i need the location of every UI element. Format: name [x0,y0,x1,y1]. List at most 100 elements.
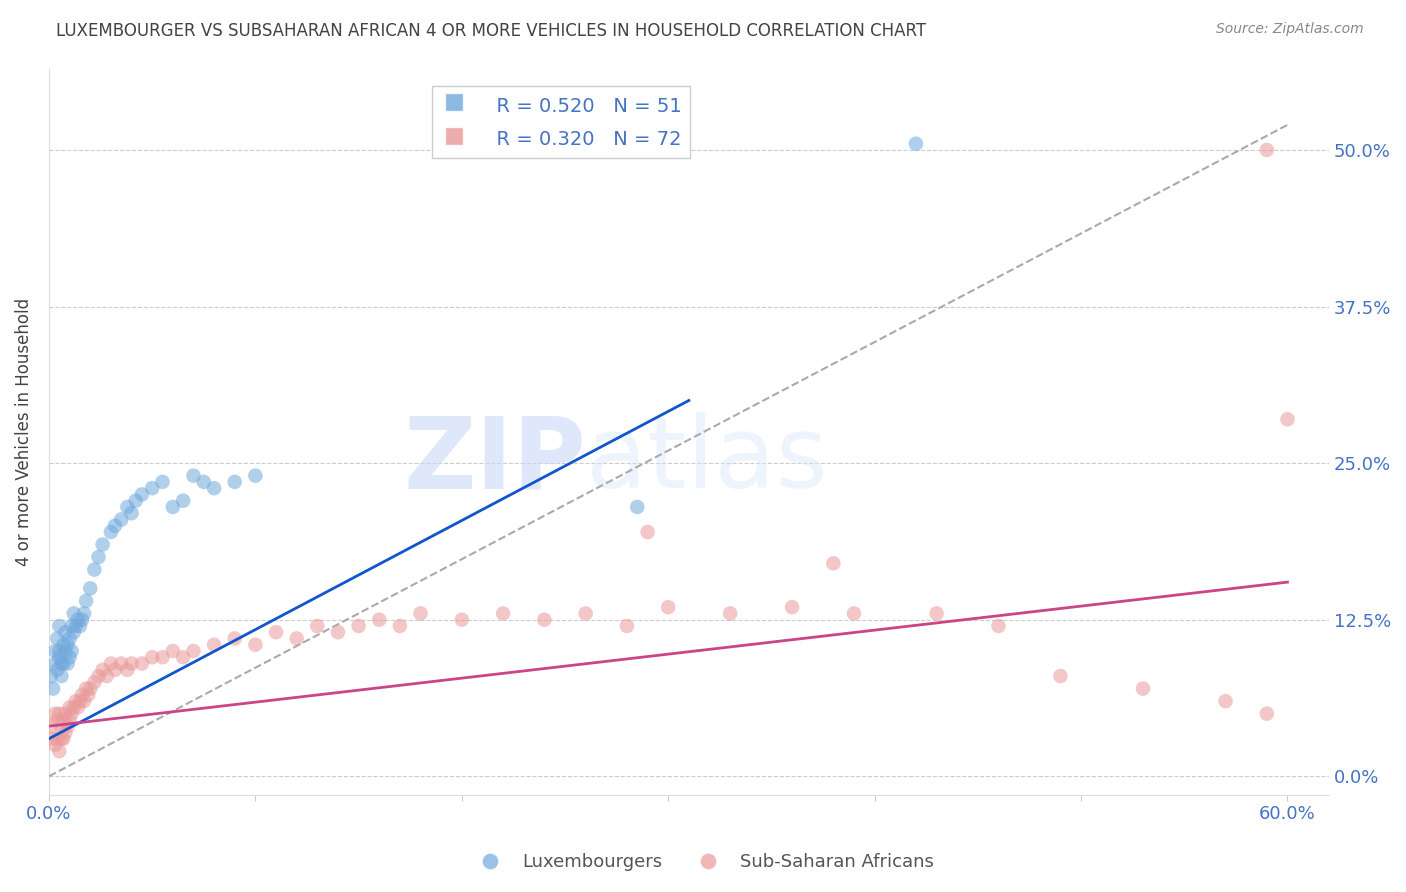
Point [59,700,82,714]
Point [46,731,69,746]
Point [62,607,84,621]
Point [224,475,246,489]
Legend:   R = 0.520   N = 51,   R = 0.320   N = 72: R = 0.520 N = 51, R = 0.320 N = 72 [432,86,690,158]
Point [52,657,75,671]
Point [60,644,83,658]
Point [823,557,845,571]
Point [202,638,225,652]
Point [70,688,93,702]
Point [51,731,73,746]
Point [264,625,287,640]
Point [616,619,638,633]
Point [152,475,174,489]
Point [52,731,75,746]
Point [121,506,143,520]
Point [59,650,82,665]
Point [42,681,65,696]
Point [904,136,927,151]
Point [987,619,1010,633]
Point [51,669,73,683]
Point [172,650,194,665]
Point [100,657,122,671]
Point [1256,143,1278,157]
Point [533,613,555,627]
Point [842,607,865,621]
Point [77,688,100,702]
Point [87,669,110,683]
Point [657,600,679,615]
Point [183,468,205,483]
Point [48,706,70,721]
Point [117,500,139,514]
Point [117,663,139,677]
Point [55,625,77,640]
Point [131,487,153,501]
Point [59,632,82,646]
Point [60,619,83,633]
Point [152,650,174,665]
Point [925,607,948,621]
Point [575,607,598,621]
Point [104,518,127,533]
Point [172,493,194,508]
Point [69,694,91,708]
Point [48,744,70,758]
Point [56,657,79,671]
Point [46,663,69,677]
Point [55,706,77,721]
Point [780,600,803,615]
Point [62,700,84,714]
Point [51,719,73,733]
Point [96,669,118,683]
Point [110,657,132,671]
Point [368,613,391,627]
Point [69,619,91,633]
Point [141,481,163,495]
Point [202,481,225,495]
Point [326,625,349,640]
Point [83,675,105,690]
Point [65,619,87,633]
Point [131,657,153,671]
Point [388,619,411,633]
Point [110,512,132,526]
Point [56,638,79,652]
Point [70,613,93,627]
Point [46,713,69,727]
Point [91,663,114,677]
Point [79,582,101,596]
Point [42,731,65,746]
Point [44,657,66,671]
Point [44,644,66,658]
Point [39,719,62,733]
Point [39,669,62,683]
Point [1049,669,1071,683]
Point [224,632,246,646]
Point [285,632,308,646]
Point [48,650,70,665]
Point [52,713,75,727]
Point [46,632,69,646]
Text: ZIP: ZIP [404,412,586,509]
Point [59,713,82,727]
Point [55,644,77,658]
Point [60,706,83,721]
Point [75,594,97,608]
Point [87,550,110,565]
Point [65,694,87,708]
Text: atlas: atlas [586,412,828,509]
Point [104,663,127,677]
Point [56,719,79,733]
Point [44,706,66,721]
Point [183,644,205,658]
Point [48,644,70,658]
Point [121,657,143,671]
Point [162,500,184,514]
Y-axis label: 4 or more Vehicles in Household: 4 or more Vehicles in Household [15,298,32,566]
Point [245,468,267,483]
Point [141,650,163,665]
Point [79,681,101,696]
Point [1256,706,1278,721]
Point [193,475,215,489]
Point [492,607,515,621]
